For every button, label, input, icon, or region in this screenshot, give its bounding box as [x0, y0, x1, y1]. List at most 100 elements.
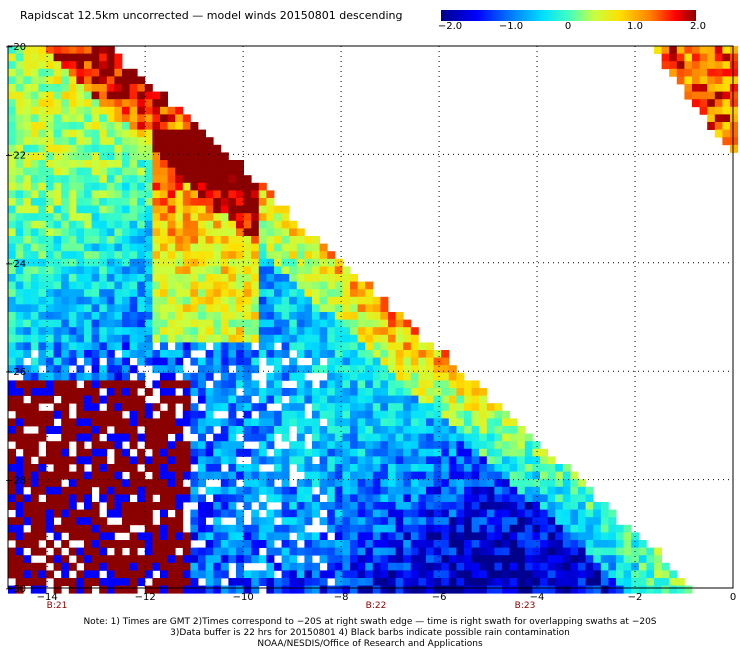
heatmap-cell — [46, 258, 54, 267]
heatmap-cell — [167, 471, 176, 480]
heatmap-cell — [91, 84, 100, 92]
heatmap-cell — [638, 570, 647, 579]
heatmap-cell — [319, 403, 328, 412]
heatmap-cell — [380, 388, 389, 396]
heatmap-cell — [213, 365, 222, 374]
heatmap-cell — [426, 403, 434, 412]
heatmap-cell — [699, 76, 708, 85]
heatmap-cell — [236, 494, 244, 503]
heatmap-cell — [608, 578, 617, 586]
heatmap-cell — [281, 426, 290, 434]
heatmap-cell — [296, 410, 305, 419]
heatmap-cell — [76, 418, 85, 427]
heatmap-cell — [486, 578, 495, 586]
heatmap-cell — [357, 312, 366, 320]
heatmap-cell — [114, 395, 123, 404]
heatmap-cell — [228, 342, 237, 351]
heatmap-cell — [266, 578, 275, 586]
heatmap-cell — [410, 509, 419, 518]
heatmap-cell — [198, 304, 206, 313]
heatmap-cell — [122, 380, 130, 389]
heatmap-cell — [228, 334, 237, 343]
heatmap-cell — [220, 418, 229, 427]
heatmap-cell — [76, 152, 85, 161]
heatmap-cell — [152, 471, 161, 480]
heatmap-cell — [167, 562, 176, 571]
heatmap-cell — [692, 53, 700, 62]
heatmap-cell — [175, 479, 184, 488]
heatmap-cell — [76, 486, 85, 495]
heatmap-cell — [53, 289, 62, 298]
heatmap-cell — [220, 441, 229, 450]
heatmap-cell — [357, 410, 366, 419]
heatmap-cell — [61, 289, 70, 298]
heatmap-cell — [30, 198, 39, 206]
heatmap-cell — [479, 403, 488, 412]
heatmap-cell — [334, 350, 343, 358]
heatmap-cell — [578, 585, 586, 594]
heatmap-cell — [30, 441, 39, 450]
heatmap-cell — [342, 410, 351, 419]
heatmap-cell — [213, 334, 222, 343]
heatmap-cell — [722, 76, 731, 85]
heatmap-cell — [122, 448, 130, 457]
heatmap-cell — [198, 243, 206, 252]
heatmap-cell — [266, 198, 275, 206]
heatmap-cell — [8, 84, 16, 92]
heatmap-cell — [236, 448, 244, 457]
heatmap-cell — [540, 517, 548, 526]
heatmap-cell — [441, 372, 450, 381]
heatmap-cell — [266, 555, 275, 564]
heatmap-cell — [137, 304, 146, 313]
heatmap-cell — [205, 327, 214, 336]
heatmap-cell — [91, 160, 100, 168]
heatmap-cell — [46, 220, 54, 229]
heatmap-cell — [8, 68, 16, 77]
heatmap-cell — [152, 236, 161, 244]
heatmap-cell — [441, 540, 450, 548]
heatmap-cell — [517, 471, 526, 480]
heatmap-cell — [15, 509, 24, 518]
heatmap-cell — [15, 46, 24, 54]
heatmap-cell — [61, 562, 70, 571]
heatmap-cell — [190, 479, 199, 488]
heatmap-cell — [53, 479, 62, 488]
heatmap-cell — [342, 441, 351, 450]
time-label: B:23 — [514, 601, 536, 611]
heatmap-cell — [319, 266, 328, 275]
heatmap-cell — [517, 486, 526, 495]
heatmap-cell — [251, 258, 260, 267]
heatmap-cell — [296, 562, 305, 571]
heatmap-cell — [114, 479, 123, 488]
heatmap-cell — [53, 562, 62, 571]
heatmap-cell — [213, 243, 222, 252]
heatmap-cell — [304, 555, 313, 564]
heatmap-cell — [182, 296, 191, 305]
heatmap-cell — [342, 562, 351, 571]
heatmap-cell — [129, 182, 138, 191]
heatmap-cell — [661, 46, 670, 54]
heatmap-cell — [84, 182, 92, 191]
heatmap-cell — [357, 304, 366, 313]
heatmap-cell — [68, 122, 77, 130]
heatmap-cell — [114, 167, 123, 176]
heatmap-cell — [8, 479, 16, 488]
heatmap-cell — [251, 479, 260, 488]
heatmap-cell — [722, 61, 731, 70]
heatmap-cell — [471, 547, 480, 556]
heatmap-cell — [357, 380, 366, 389]
heatmap-cell — [23, 350, 32, 358]
heatmap-cell — [312, 448, 320, 457]
heatmap-cell — [8, 160, 16, 168]
heatmap-cell — [372, 547, 381, 556]
heatmap-cell — [91, 555, 100, 564]
heatmap-cell — [38, 137, 47, 146]
heatmap-cell — [23, 555, 32, 564]
heatmap-cell — [30, 281, 39, 290]
heatmap-cell — [312, 502, 320, 510]
heatmap-cell — [129, 410, 138, 419]
heatmap-cell — [15, 258, 24, 267]
heatmap-cell — [266, 471, 275, 480]
heatmap-cell — [418, 486, 427, 495]
heatmap-cell — [106, 410, 115, 419]
